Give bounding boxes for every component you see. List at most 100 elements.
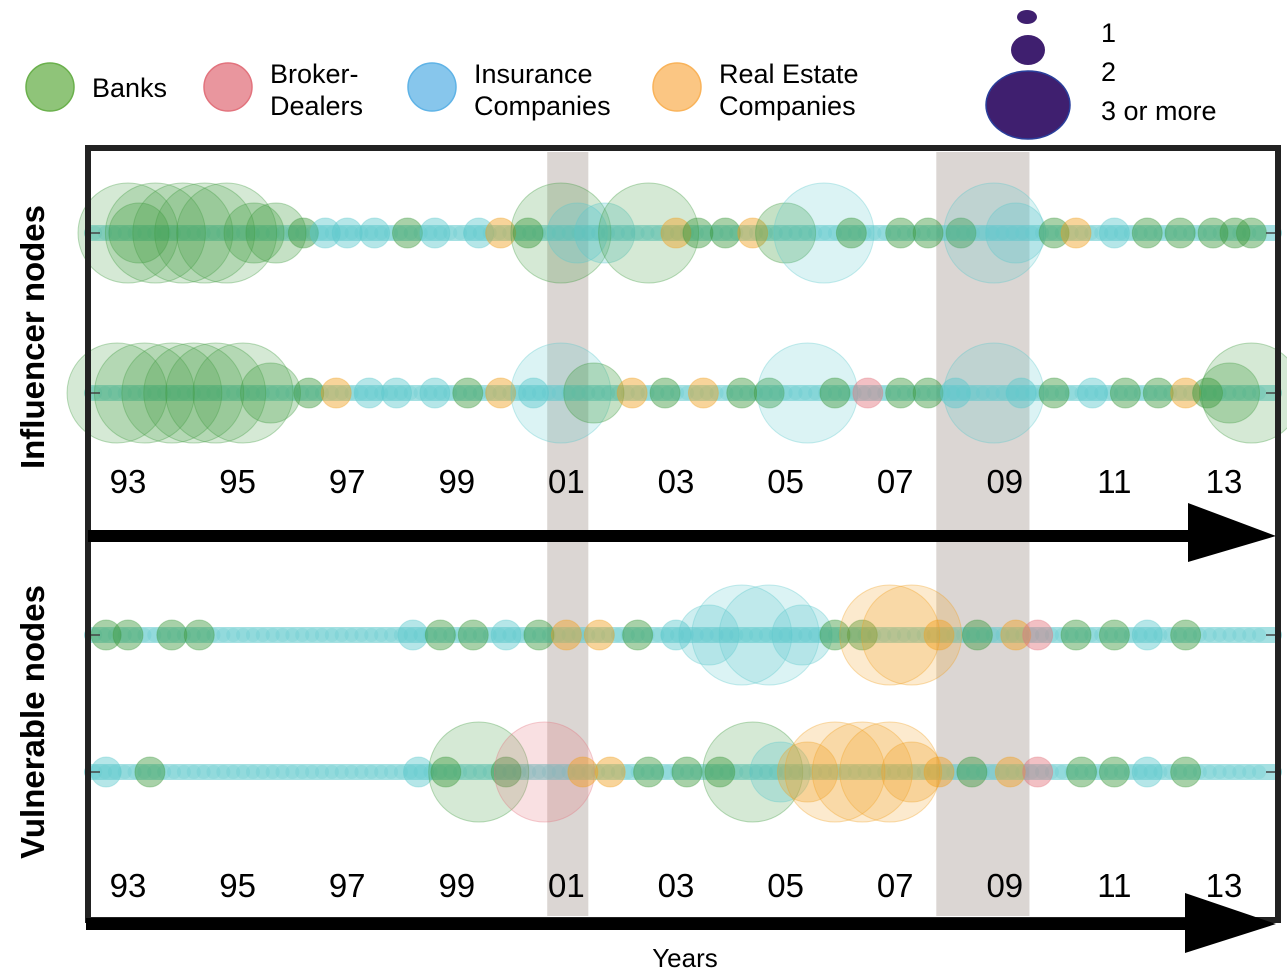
bubble-bank: [649, 377, 681, 409]
base-dot: [1173, 386, 1188, 400]
base-dot: [749, 386, 764, 400]
base-dot: [453, 226, 468, 240]
base-dot: [1074, 628, 1089, 642]
bubble-bank: [430, 756, 462, 788]
base-dot: [443, 226, 458, 240]
base-dot: [226, 226, 241, 240]
base-dot: [916, 628, 931, 642]
base-dot: [196, 628, 211, 642]
base-dot: [847, 628, 862, 642]
base-dot: [906, 628, 921, 642]
base-dot: [798, 226, 813, 240]
base-dot: [107, 765, 122, 779]
bubble-bank: [726, 377, 758, 409]
base-dot: [255, 226, 270, 240]
base-dot: [186, 765, 201, 779]
base-dot: [541, 226, 556, 240]
bubble-bank: [704, 756, 736, 788]
base-dot: [97, 226, 112, 240]
base-dot: [492, 765, 507, 779]
base-dot: [699, 226, 714, 240]
base-dot: [808, 765, 823, 779]
base-dot: [295, 226, 310, 240]
base-dot: [699, 386, 714, 400]
base-dot: [887, 386, 902, 400]
base-dot: [1192, 386, 1207, 400]
base-dot: [768, 628, 783, 642]
base-dot: [1173, 628, 1188, 642]
base-dot: [462, 765, 477, 779]
legend-label: Banks: [92, 73, 167, 103]
base-dot: [137, 765, 152, 779]
base-dot: [1104, 386, 1119, 400]
base-dot: [709, 386, 724, 400]
base-dot: [1064, 628, 1079, 642]
tick-label: 99: [438, 463, 475, 500]
base-dot: [640, 386, 655, 400]
bubble-bank: [709, 217, 741, 249]
base-dot: [818, 226, 833, 240]
bubble-bank: [428, 721, 530, 823]
bubble-insurance: [1098, 217, 1130, 249]
base-dot: [591, 226, 606, 240]
base-dot: [127, 628, 142, 642]
base-dot: [472, 386, 487, 400]
bubble-broker: [1022, 619, 1054, 651]
bubble-insurance: [939, 377, 971, 409]
base-dot: [1035, 386, 1050, 400]
base-dot: [492, 226, 507, 240]
base-dot: [157, 765, 172, 779]
bubble-bank: [287, 217, 319, 249]
base-dot: [1212, 386, 1227, 400]
tick-label: 01: [548, 867, 585, 904]
base-dot: [1044, 765, 1059, 779]
bubble-insurance: [773, 182, 875, 284]
base-dot: [97, 765, 112, 779]
base-dot: [97, 628, 112, 642]
base-dot: [808, 628, 823, 642]
base-dot: [1242, 386, 1257, 400]
base-dot: [808, 386, 823, 400]
base-dot: [1163, 226, 1178, 240]
base-dot: [472, 226, 487, 240]
bubble-broker: [1022, 756, 1054, 788]
base-dot: [196, 226, 211, 240]
base-dot: [186, 628, 201, 642]
bubble-bank: [622, 619, 654, 651]
base-dot: [916, 386, 931, 400]
base-dot: [581, 226, 596, 240]
base-dot: [512, 386, 527, 400]
base-dot: [1163, 765, 1178, 779]
bubble-bank: [1197, 217, 1229, 249]
base-dot: [660, 628, 675, 642]
strip-0: [77, 182, 1282, 284]
base-dot: [206, 386, 221, 400]
base-dot: [245, 226, 260, 240]
base-dot: [137, 628, 152, 642]
base-dot: [443, 628, 458, 642]
bubble-bank: [121, 342, 223, 444]
bubble-realestate: [839, 721, 941, 823]
base-dot: [985, 765, 1000, 779]
base-dot: [630, 628, 645, 642]
bubble-bank: [885, 217, 917, 249]
bubble-insurance: [402, 756, 434, 788]
base-dot: [975, 765, 990, 779]
base-dot: [1094, 226, 1109, 240]
base-dot: [354, 628, 369, 642]
base-dot: [295, 765, 310, 779]
bubble-bank: [183, 619, 215, 651]
bubble-insurance: [463, 217, 495, 249]
bubble-bank: [961, 619, 993, 651]
base-dot: [581, 765, 596, 779]
base-dot: [1202, 628, 1217, 642]
base-dot: [137, 386, 152, 400]
base-dot: [186, 226, 201, 240]
bubble-bank: [1131, 217, 1163, 249]
base-dot: [423, 226, 438, 240]
tick-label: 05: [767, 463, 804, 500]
tick-label: 07: [877, 867, 914, 904]
base-dot: [1212, 628, 1227, 642]
base-dot: [374, 386, 389, 400]
base-dot: [1153, 226, 1168, 240]
